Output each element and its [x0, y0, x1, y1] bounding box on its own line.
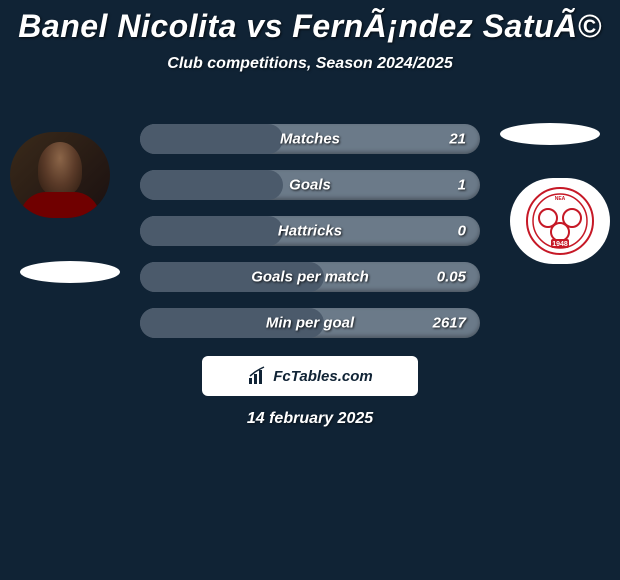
stat-fill [140, 124, 283, 154]
placeholder-ellipse-left [20, 261, 120, 283]
stat-fill [140, 170, 283, 200]
stat-row-goals-per-match: Goals per match 0.05 [140, 262, 480, 292]
stat-value: 1 [458, 177, 466, 194]
subtitle: Club competitions, Season 2024/2025 [0, 55, 620, 73]
date-label: 14 february 2025 [247, 410, 373, 428]
salamis-club-logo-icon: 1948 ΝΕΑ [525, 186, 595, 256]
stat-label: Goals [289, 177, 331, 194]
placeholder-ellipse-right [500, 123, 600, 145]
stat-row-goals: Goals 1 [140, 170, 480, 200]
page-title: Banel Nicolita vs FernÃ¡ndez SatuÃ© [0, 8, 620, 45]
branding-text: FcTables.com [273, 368, 372, 385]
stat-value: 0 [458, 223, 466, 240]
bar-chart-icon [247, 366, 267, 386]
stat-value: 0.05 [437, 269, 466, 286]
stat-label: Goals per match [251, 269, 369, 286]
stat-row-matches: Matches 21 [140, 124, 480, 154]
stat-row-min-per-goal: Min per goal 2617 [140, 308, 480, 338]
svg-text:1948: 1948 [552, 241, 568, 248]
svg-text:ΝΕΑ: ΝΕΑ [555, 196, 566, 202]
branding-badge: FcTables.com [202, 356, 418, 396]
stat-row-hattricks: Hattricks 0 [140, 216, 480, 246]
stat-fill [140, 216, 283, 246]
stat-label: Min per goal [266, 315, 354, 332]
stat-label: Hattricks [278, 223, 342, 240]
stat-value: 2617 [433, 315, 466, 332]
team-right-logo: 1948 ΝΕΑ [510, 178, 610, 264]
stats-list: Matches 21 Goals 1 Hattricks 0 Goals per… [140, 124, 480, 354]
comparison-card: Banel Nicolita vs FernÃ¡ndez SatuÃ© Club… [0, 0, 620, 580]
player-left-photo [10, 132, 110, 218]
stat-value: 21 [449, 131, 466, 148]
stat-label: Matches [280, 131, 340, 148]
